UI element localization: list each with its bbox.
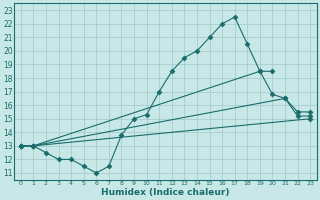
X-axis label: Humidex (Indice chaleur): Humidex (Indice chaleur) <box>101 188 230 197</box>
